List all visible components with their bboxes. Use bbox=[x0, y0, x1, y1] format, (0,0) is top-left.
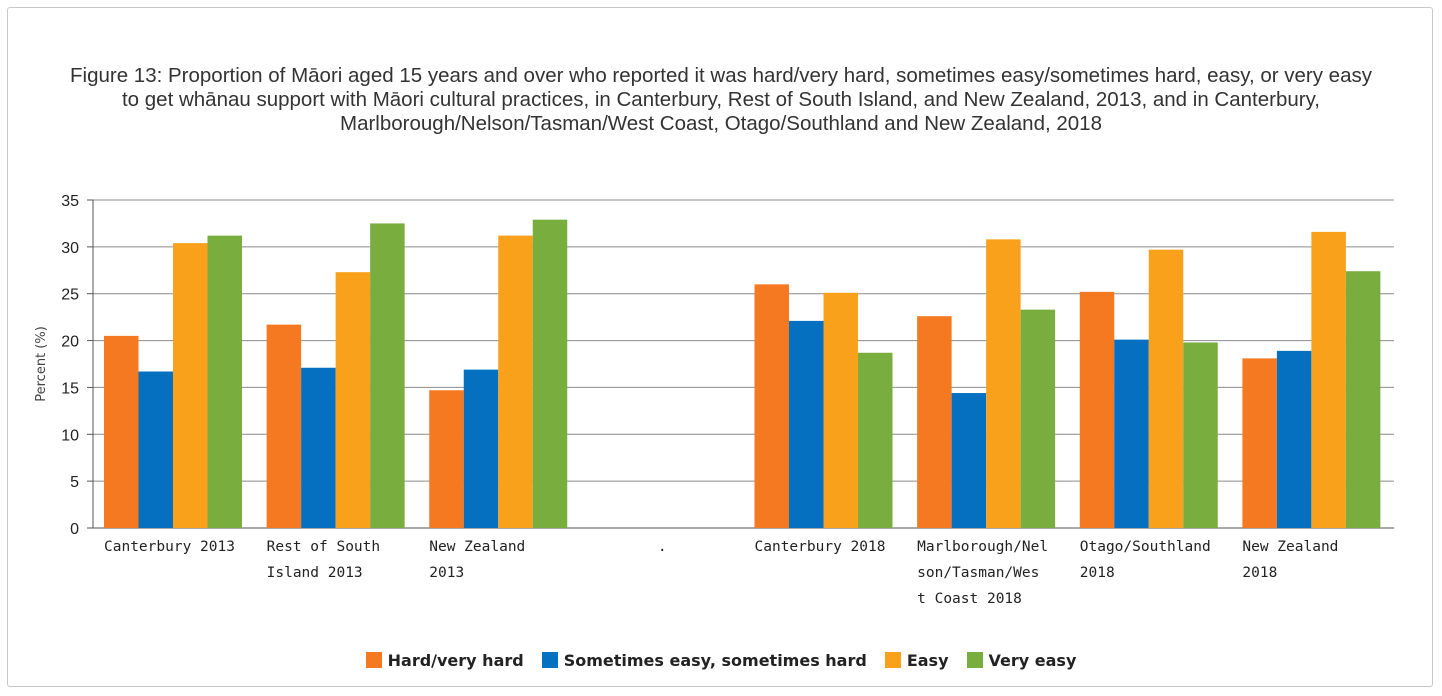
legend-swatch bbox=[365, 652, 382, 668]
bar-easy-2 bbox=[498, 235, 533, 528]
legend-item: Sometimes easy, sometimes hard bbox=[541, 650, 867, 670]
bars bbox=[104, 219, 1381, 529]
legend-swatch bbox=[541, 652, 558, 668]
x-tick-label-line: 2018 bbox=[1080, 565, 1115, 581]
legend-item: Very easy bbox=[966, 650, 1077, 670]
x-tick-label-line: Canterbury 2018 bbox=[755, 539, 886, 555]
y-tick-label: 0 bbox=[70, 521, 79, 538]
legend-item: Hard/very hard bbox=[365, 650, 524, 670]
x-tick-label-line: Island 2013 bbox=[267, 565, 363, 581]
bar-hard-very-hard-4 bbox=[754, 284, 789, 528]
x-tick-label-line: New Zealand bbox=[1242, 539, 1338, 555]
y-tick-label: 5 bbox=[70, 474, 79, 491]
x-tick-label: Otago/Southland 2018 bbox=[1080, 539, 1211, 581]
x-tick-label: Marlborough/Nel son/Tasman/Wes t Coast 201… bbox=[917, 539, 1048, 607]
legend-label: Very easy bbox=[988, 650, 1077, 670]
bar-hard-very-hard-6 bbox=[1079, 291, 1115, 528]
bar-easy-4 bbox=[823, 292, 858, 528]
x-tick-label: Canterbury 2013 bbox=[104, 539, 235, 555]
x-tick-label-line: . bbox=[658, 539, 667, 555]
bar-easy-6 bbox=[1148, 249, 1184, 528]
x-tick-label: New Zealand 2018 bbox=[1242, 539, 1338, 581]
y-tick-label: 35 bbox=[61, 193, 79, 210]
bar-very-easy-2 bbox=[532, 219, 568, 528]
x-tick-label-line: 2018 bbox=[1242, 565, 1277, 581]
bar-easy-1 bbox=[335, 272, 371, 528]
bar-very-easy-7 bbox=[1345, 271, 1381, 528]
bar-very-easy-4 bbox=[858, 352, 893, 528]
bar-hard-very-hard-1 bbox=[266, 324, 302, 528]
x-tick-label-line: t Coast 2018 bbox=[917, 591, 1022, 607]
y-tick-label: 15 bbox=[61, 380, 79, 397]
chart-title: Figure 13: Proportion of Māori aged 15 y… bbox=[70, 64, 1372, 135]
bar-sometimes-easy-sometimes-hard-5 bbox=[951, 393, 987, 528]
bar-easy-7 bbox=[1311, 231, 1346, 528]
y-tick-label: 30 bbox=[61, 240, 79, 257]
x-tick-label-line: 2013 bbox=[429, 565, 464, 581]
x-tick-label-line: Marlborough/Nel bbox=[917, 539, 1048, 555]
bar-easy-0 bbox=[173, 243, 208, 528]
axes: 0 5 10 15 20 25 30 35 Canterbury 2013 Rest of Sou… bbox=[61, 193, 1338, 607]
bar-very-easy-1 bbox=[370, 223, 405, 528]
x-tick-label-line: New Zealand bbox=[429, 539, 525, 555]
bar-very-easy-6 bbox=[1183, 342, 1218, 528]
x-tick-label: New Zealand 2013 bbox=[429, 539, 525, 581]
bar-easy-5 bbox=[986, 239, 1021, 529]
y-axis-label: Percent (%) bbox=[34, 326, 49, 402]
x-tick-label: Rest of South Island 2013 bbox=[267, 539, 381, 581]
legend-swatch bbox=[966, 652, 983, 668]
x-tick-label-line: Canterbury 2013 bbox=[104, 539, 235, 555]
bar-hard-very-hard-5 bbox=[917, 316, 952, 528]
bar-sometimes-easy-sometimes-hard-4 bbox=[789, 320, 824, 528]
x-tick-label: Canterbury 2018 bbox=[755, 539, 886, 555]
y-tick-label: 25 bbox=[61, 287, 79, 304]
legend-item: Easy bbox=[884, 650, 949, 670]
bar-chart: 0 5 10 15 20 25 30 35 Canterbury 2013 Rest of Sou… bbox=[34, 193, 1394, 607]
x-tick-label-line: son/Tasman/Wes bbox=[917, 565, 1039, 581]
bar-sometimes-easy-sometimes-hard-1 bbox=[301, 367, 336, 528]
bar-very-easy-5 bbox=[1020, 309, 1056, 528]
legend-swatch bbox=[884, 652, 901, 668]
bar-hard-very-hard-7 bbox=[1242, 358, 1277, 528]
x-tick-label: . bbox=[658, 539, 667, 555]
bar-hard-very-hard-0 bbox=[104, 335, 139, 528]
x-tick-label-line: Rest of South bbox=[267, 539, 381, 555]
legend-label: Hard/very hard bbox=[387, 650, 524, 670]
legend: Hard/very hard Sometimes easy, sometimes … bbox=[0, 648, 1442, 672]
legend-label: Easy bbox=[906, 650, 949, 670]
x-tick-label-line: Otago/Southland bbox=[1080, 539, 1211, 555]
y-tick-label: 10 bbox=[61, 427, 79, 444]
bar-sometimes-easy-sometimes-hard-0 bbox=[138, 371, 173, 528]
bar-sometimes-easy-sometimes-hard-2 bbox=[463, 369, 499, 528]
bar-sometimes-easy-sometimes-hard-6 bbox=[1114, 339, 1149, 528]
bar-hard-very-hard-2 bbox=[429, 390, 464, 528]
legend-label: Sometimes easy, sometimes hard bbox=[563, 650, 867, 670]
y-tick-label: 20 bbox=[61, 334, 79, 351]
bar-very-easy-0 bbox=[207, 235, 242, 528]
bar-sometimes-easy-sometimes-hard-7 bbox=[1276, 350, 1312, 528]
